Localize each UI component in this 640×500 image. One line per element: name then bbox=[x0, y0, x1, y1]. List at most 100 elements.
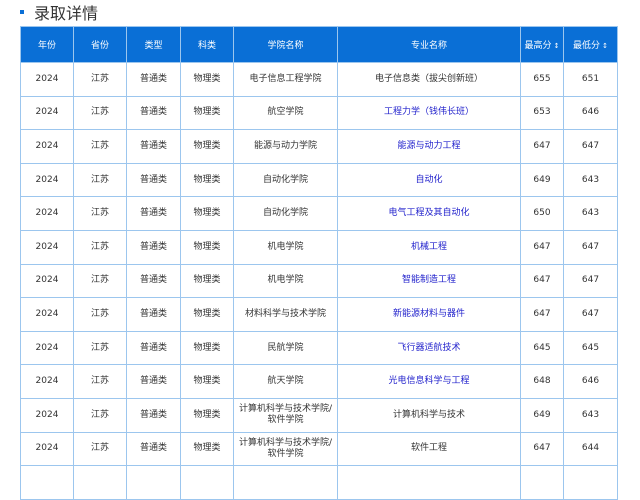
table-cell: 物理类 bbox=[180, 364, 234, 399]
table-cell: 新能源材料与器件 bbox=[337, 297, 521, 332]
table-row bbox=[20, 465, 618, 500]
table-cell: 物理类 bbox=[180, 297, 234, 332]
column-header: 省份 bbox=[73, 26, 127, 63]
table-cell: 江苏 bbox=[73, 397, 127, 433]
table-cell: 普通类 bbox=[126, 162, 181, 198]
table-cell: 自动化学院 bbox=[233, 162, 338, 198]
table-cell bbox=[20, 465, 74, 500]
table-cell: 物理类 bbox=[180, 397, 234, 433]
table-cell: 650 bbox=[520, 196, 564, 231]
table-row: 2024 江苏 普通类 物理类 航空学院 工程力学（钱伟长班） 653 646 bbox=[20, 95, 618, 131]
table-cell: 647 bbox=[520, 431, 564, 467]
major-link[interactable]: 机械工程 bbox=[410, 241, 447, 252]
table-cell: 2024 bbox=[20, 330, 74, 366]
table-cell: 航天学院 bbox=[233, 364, 338, 399]
table-cell: 649 bbox=[520, 397, 564, 433]
table-cell: 647 bbox=[520, 129, 564, 164]
table-cell: 机电学院 bbox=[233, 229, 338, 265]
table-cell: 飞行器适航技术 bbox=[337, 330, 521, 366]
table-cell: 江苏 bbox=[73, 129, 127, 164]
table-cell: 江苏 bbox=[73, 330, 127, 366]
table-row: 2024 江苏 普通类 物理类 能源与动力学院 能源与动力工程 647 647 bbox=[20, 129, 618, 164]
column-header: 学院名称 bbox=[233, 26, 338, 63]
table-cell: 江苏 bbox=[73, 229, 127, 265]
table-cell bbox=[337, 465, 521, 500]
table-cell bbox=[126, 465, 181, 500]
column-header: 科类 bbox=[180, 26, 234, 63]
major-link[interactable]: 工程力学（钱伟长班） bbox=[383, 107, 474, 118]
major-link[interactable]: 电气工程及其自动化 bbox=[388, 208, 470, 219]
table-row: 2024 江苏 普通类 物理类 机电学院 机械工程 647 647 bbox=[20, 229, 618, 265]
table-cell: 645 bbox=[520, 330, 564, 366]
major-link[interactable]: 能源与动力工程 bbox=[397, 140, 461, 151]
table-cell: 647 bbox=[520, 263, 564, 299]
table-cell: 计算机科学与技术 bbox=[337, 397, 521, 433]
table-cell: 2024 bbox=[20, 263, 74, 299]
table-cell: 机械工程 bbox=[337, 229, 521, 265]
table-row: 2024 江苏 普通类 物理类 航天学院 光电信息科学与工程 648 646 bbox=[20, 364, 618, 399]
table-cell: 2024 bbox=[20, 196, 74, 231]
table-cell: 物理类 bbox=[180, 330, 234, 366]
table-cell: 自动化学院 bbox=[233, 196, 338, 231]
table-cell: 电气工程及其自动化 bbox=[337, 196, 521, 231]
table-cell: 物理类 bbox=[180, 62, 234, 97]
table-cell: 电子信息类（拔尖创新班） bbox=[337, 62, 521, 97]
table-cell: 2024 bbox=[20, 162, 74, 198]
table-cell: 能源与动力学院 bbox=[233, 129, 338, 164]
table-cell: 普通类 bbox=[126, 364, 181, 399]
table-cell: 江苏 bbox=[73, 364, 127, 399]
major-link[interactable]: 飞行器适航技术 bbox=[397, 342, 461, 353]
table-cell: 647 bbox=[520, 297, 564, 332]
table-cell: 647 bbox=[563, 263, 618, 299]
column-header: 年份 bbox=[20, 26, 74, 63]
table-row: 2024 江苏 普通类 物理类 自动化学院 电气工程及其自动化 650 643 bbox=[20, 196, 618, 231]
table-cell: 江苏 bbox=[73, 162, 127, 198]
table-cell: 物理类 bbox=[180, 431, 234, 467]
major-link[interactable]: 自动化 bbox=[415, 174, 443, 185]
column-header: 类型 bbox=[126, 26, 181, 63]
table-cell: 物理类 bbox=[180, 263, 234, 299]
table-cell: 643 bbox=[563, 196, 618, 231]
table-cell: 651 bbox=[563, 62, 618, 97]
major-link[interactable]: 光电信息科学与工程 bbox=[388, 376, 470, 387]
table-cell: 机电学院 bbox=[233, 263, 338, 299]
table-cell: 2024 bbox=[20, 229, 74, 265]
table-cell: 643 bbox=[563, 397, 618, 433]
table-cell: 2024 bbox=[20, 297, 74, 332]
column-header[interactable]: 最高分 bbox=[520, 26, 564, 63]
table-cell: 647 bbox=[563, 129, 618, 164]
table-cell: 光电信息科学与工程 bbox=[337, 364, 521, 399]
table-cell: 软件工程 bbox=[337, 431, 521, 467]
table-cell: 653 bbox=[520, 95, 564, 131]
column-header[interactable]: 最低分 bbox=[563, 26, 618, 63]
table-cell: 普通类 bbox=[126, 196, 181, 231]
table-cell: 工程力学（钱伟长班） bbox=[337, 95, 521, 131]
major-link[interactable]: 智能制造工程 bbox=[401, 275, 456, 286]
table-cell: 普通类 bbox=[126, 62, 181, 97]
table-cell bbox=[73, 465, 127, 500]
table-cell: 649 bbox=[520, 162, 564, 198]
table-cell: 物理类 bbox=[180, 95, 234, 131]
table-cell: 物理类 bbox=[180, 129, 234, 164]
section-title: 录取详情 bbox=[20, 0, 98, 24]
table-cell: 2024 bbox=[20, 129, 74, 164]
table-cell: 2024 bbox=[20, 431, 74, 467]
table-cell: 645 bbox=[563, 330, 618, 366]
table-cell: 物理类 bbox=[180, 162, 234, 198]
table-cell: 江苏 bbox=[73, 263, 127, 299]
table-cell: 普通类 bbox=[126, 263, 181, 299]
column-header: 专业名称 bbox=[337, 26, 521, 63]
table-cell: 普通类 bbox=[126, 95, 181, 131]
table-cell: 普通类 bbox=[126, 397, 181, 433]
table-cell: 智能制造工程 bbox=[337, 263, 521, 299]
table-row: 2024 江苏 普通类 物理类 计算机科学与技术学院/软件学院 计算机科学与技术 649 64… bbox=[20, 397, 618, 433]
admission-table: 年份省份类型科类学院名称专业名称最高分最低分 2024江苏普通类物理类电子信息工… bbox=[20, 26, 618, 500]
table-cell: 电子信息工程学院 bbox=[233, 62, 338, 97]
table-cell: 普通类 bbox=[126, 431, 181, 467]
major-link[interactable]: 新能源材料与器件 bbox=[392, 308, 465, 319]
table-row: 2024 江苏 普通类 物理类 自动化学院 自动化 649 643 bbox=[20, 162, 618, 198]
bullet-icon bbox=[20, 10, 24, 14]
table-cell: 646 bbox=[563, 95, 618, 131]
table-cell: 江苏 bbox=[73, 62, 127, 97]
table-cell: 655 bbox=[520, 62, 564, 97]
